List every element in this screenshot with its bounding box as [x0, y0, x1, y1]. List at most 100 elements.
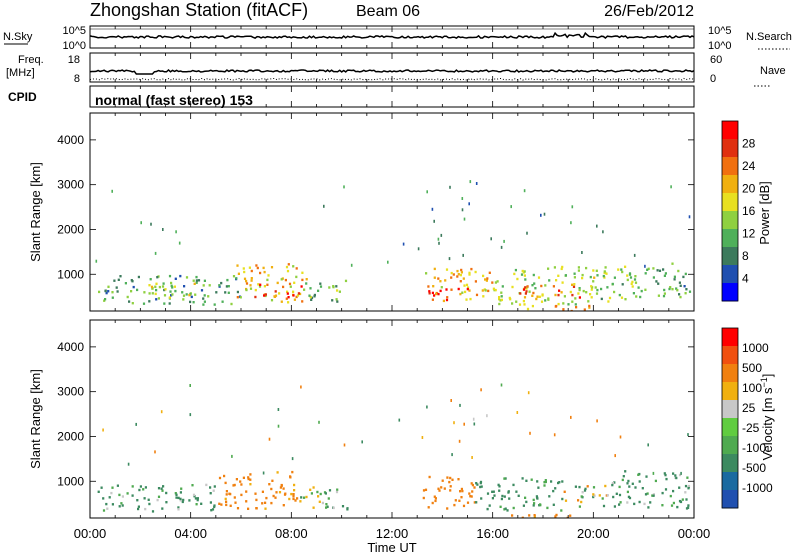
echo-cell: [445, 288, 448, 291]
cpid-strip: CPID normal (fast stereo) 153: [8, 85, 695, 108]
echo-cell: [262, 266, 265, 270]
echo-cell: [539, 503, 542, 506]
echo-cell: [675, 287, 678, 290]
echo-cell: [561, 281, 564, 284]
echo-cell: [573, 272, 576, 275]
echo-cell: [548, 279, 551, 282]
echo-cell: [516, 277, 519, 281]
echo-cell: [326, 505, 329, 508]
echo-cell: [651, 494, 654, 497]
echo-cell: [458, 439, 461, 443]
echo-cell: [583, 489, 587, 492]
echo-cell: [140, 221, 142, 225]
echo-cell: [486, 492, 490, 495]
echo-cell: [552, 285, 555, 288]
echo-cell: [578, 296, 581, 299]
echo-cell: [155, 298, 158, 301]
echo-cell: [285, 297, 288, 300]
echo-cell: [498, 298, 501, 301]
echo-cell: [445, 298, 449, 302]
echo-cell: [531, 304, 534, 308]
echo-cell: [534, 287, 537, 290]
echo-cell: [544, 480, 547, 484]
echo-cell: [532, 291, 535, 295]
echo-cell: [231, 454, 233, 458]
echo-cell: [634, 486, 637, 489]
echo-cell: [525, 287, 528, 290]
echo-cell: [523, 270, 526, 273]
nsky-tick-top: 10^5: [62, 25, 86, 37]
echo-cell: [522, 299, 525, 303]
echo-cell: [209, 501, 212, 504]
echo-cell: [679, 284, 682, 287]
colorbar-segment: [722, 175, 738, 194]
colorbar-tick-label: 25: [742, 401, 756, 415]
echo-cell: [111, 189, 113, 193]
colorbar-tick-label: -1000: [742, 481, 773, 495]
echo-cell: [633, 278, 637, 281]
echo-cell: [435, 292, 438, 296]
echo-cell: [679, 295, 682, 299]
echo-cell: [561, 265, 564, 269]
echo-cell: [532, 273, 535, 277]
echo-cell: [646, 492, 649, 495]
echo-cell: [163, 294, 167, 297]
echo-cell: [440, 286, 443, 289]
echo-cell: [617, 268, 620, 271]
echo-cell: [449, 476, 452, 480]
echo-cell: [465, 298, 468, 301]
echo-cell: [433, 219, 435, 223]
colorbar-segment: [722, 247, 738, 266]
echo-cell: [613, 276, 616, 279]
echo-cell: [168, 296, 171, 299]
echo-cell: [480, 497, 483, 500]
echo-cell: [398, 418, 401, 422]
echo-cell: [590, 296, 593, 299]
power-colorbar-label: Power [dB]: [757, 181, 772, 245]
echo-cell: [274, 290, 277, 293]
echo-cell: [574, 485, 577, 488]
echo-cell: [621, 270, 624, 274]
echo-cell: [233, 496, 236, 499]
echo-cell: [259, 283, 262, 286]
echo-cell: [263, 270, 266, 274]
echo-cell: [596, 419, 598, 423]
echo-cell: [143, 497, 146, 500]
echo-cell: [212, 489, 215, 492]
echo-cell: [225, 500, 228, 503]
echo-cell: [131, 485, 134, 488]
x-tick-label: 16:00: [476, 526, 509, 541]
echo-cell: [657, 282, 660, 285]
echo-cell: [598, 494, 601, 497]
echo-cell: [175, 496, 178, 499]
echo-cell: [587, 300, 590, 303]
echo-cell: [137, 275, 140, 279]
echo-cell: [467, 286, 470, 289]
colorbar-tick-label: 4: [742, 272, 749, 286]
echo-cell: [457, 273, 460, 276]
echo-cell: [256, 266, 259, 270]
echo-cell: [194, 497, 197, 500]
colorbar-tick-label: 24: [742, 159, 756, 173]
echo-cell: [323, 204, 325, 208]
echo-cell: [669, 286, 672, 289]
echo-cell: [224, 481, 227, 485]
echo-cell: [156, 498, 159, 502]
echo-cell: [218, 284, 221, 287]
echo-cell: [481, 289, 484, 292]
echo-cell: [647, 267, 650, 270]
echo-cell: [288, 282, 292, 286]
echo-cell: [196, 497, 199, 500]
velocity-colorbar-label: Velocity [m s−1]: [759, 374, 775, 461]
echo-cell: [457, 287, 460, 291]
echo-cell: [662, 268, 665, 271]
echo-cell: [474, 280, 477, 283]
echo-cell: [107, 285, 110, 288]
echo-cell: [299, 292, 302, 296]
echo-cell: [249, 483, 252, 486]
echo-cell: [422, 489, 426, 492]
echo-cell: [236, 290, 239, 294]
echo-cell: [620, 268, 623, 271]
echo-cell: [668, 287, 671, 291]
nave-tick-top: 60: [710, 54, 722, 66]
